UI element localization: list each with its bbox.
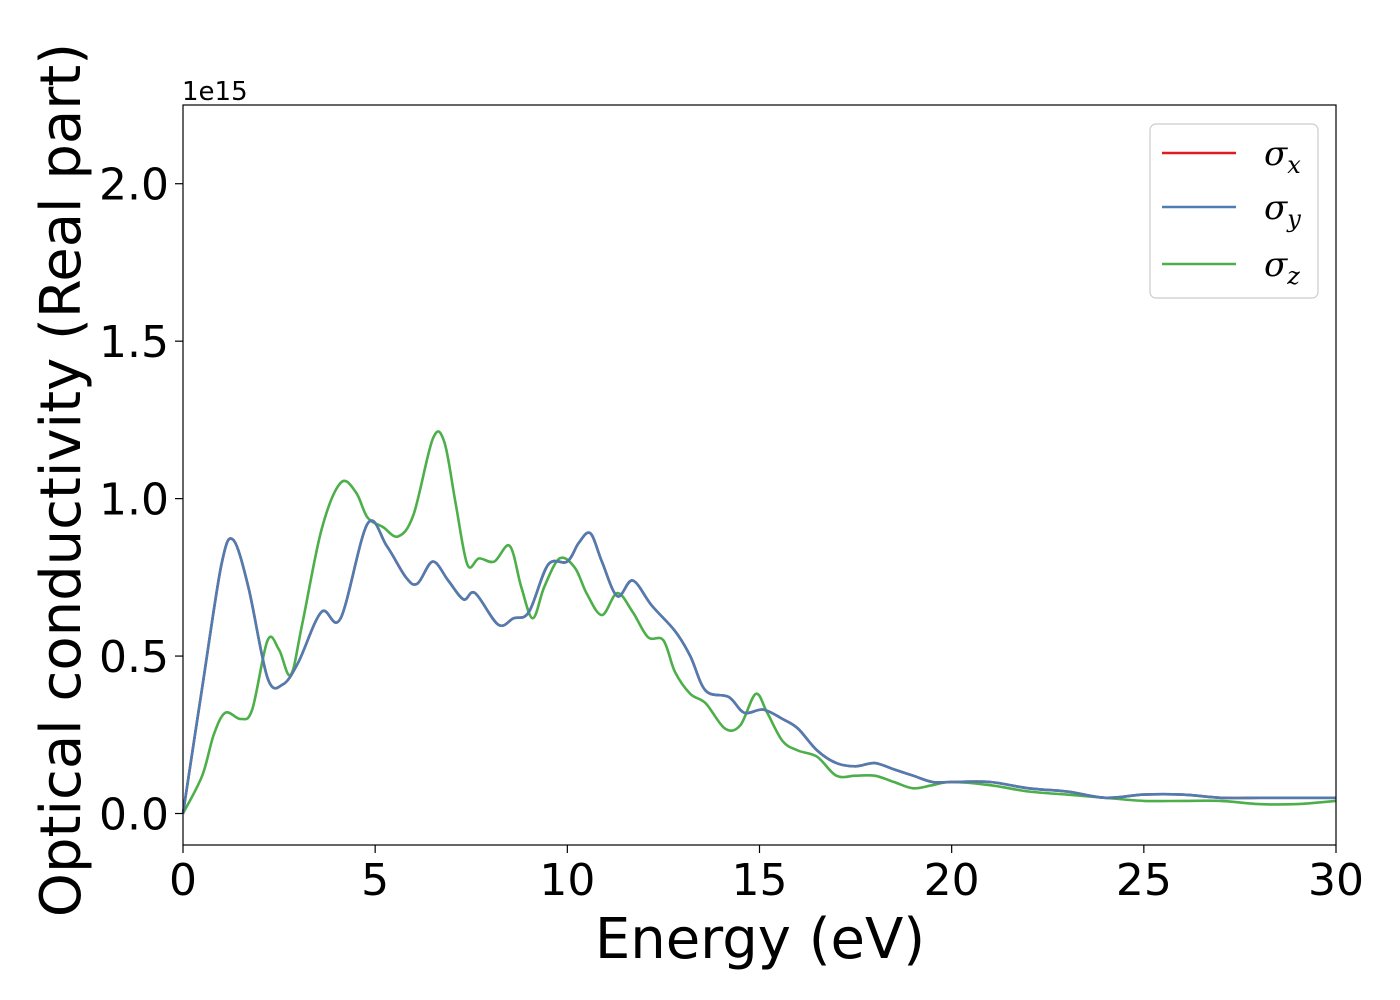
x-tick-label: 25 — [1116, 855, 1172, 906]
y-tick-label: 1.5 — [99, 317, 169, 368]
legend-label-z: σz — [1264, 245, 1300, 290]
legend-subscript: y — [1286, 205, 1301, 233]
x-tick-label: 20 — [924, 855, 980, 906]
lines-layer — [181, 430, 1337, 815]
series-line-y — [181, 519, 1336, 814]
legend-symbol: σ — [1264, 188, 1288, 228]
legend-symbol: σ — [1264, 245, 1288, 285]
x-tick-label: 5 — [361, 855, 389, 906]
x-tick-label: 10 — [539, 855, 595, 906]
legend-subscript: z — [1286, 262, 1300, 290]
ticks-layer: 0 5 10 15 20 25 30 0.0 0.5 1.0 1.5 2.0 — [99, 160, 1364, 906]
legend-label-y: σy — [1264, 188, 1301, 233]
y-offset-label: 1e15 — [182, 77, 248, 107]
legend-symbol: σ — [1264, 134, 1288, 174]
y-tick-label: 2.0 — [99, 160, 169, 211]
x-tick-label: 15 — [732, 855, 788, 906]
y-tick-label: 1.0 — [99, 475, 169, 526]
x-tick-label: 30 — [1308, 855, 1364, 906]
y-axis-label: Optical conductivity (Real part) — [29, 43, 94, 917]
legend-label-x: σx — [1264, 134, 1301, 179]
y-tick-label: 0.0 — [99, 790, 169, 841]
plot-frame — [182, 104, 1337, 846]
series-line-z — [181, 430, 1337, 815]
x-axis-label: Energy (eV) — [595, 907, 925, 972]
x-tick-label: 0 — [169, 855, 197, 906]
y-tick-label: 0.5 — [99, 632, 169, 683]
legend-box — [1149, 123, 1319, 299]
legend-subscript: x — [1287, 151, 1301, 179]
